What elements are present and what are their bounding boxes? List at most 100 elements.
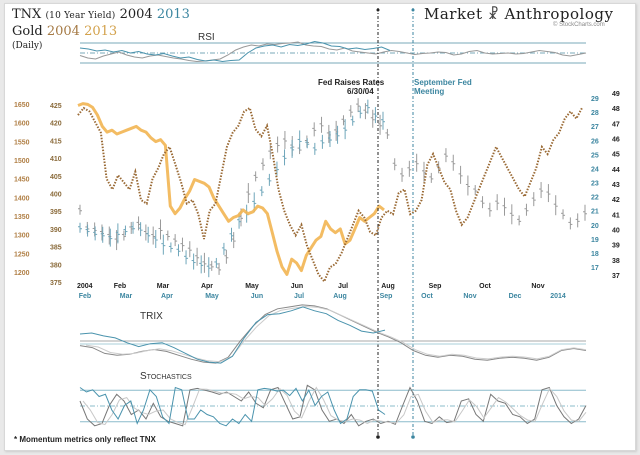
x-tick-2004: Jun [291,283,303,290]
x-tick-2004: May [245,283,259,290]
gold-2013-axis-tick: 1200 [14,270,30,277]
x-tick-2013: 2014 [550,293,566,300]
tnx-2013-axis-tick: 18 [591,251,599,258]
x-tick-2013: Nov [463,293,476,300]
tnx-2004-axis-tick: 46 [612,137,620,144]
fed-raises-label: Fed Raises Rates [318,78,385,87]
gold-2013-axis-tick: 1400 [14,195,30,202]
x-tick-2004: Sep [429,283,442,290]
x-tick-2004: 2004 [77,283,93,290]
x-tick-2004: Feb [114,283,126,290]
tnx-2004-axis-tick: 49 [612,91,620,98]
tnx-2013-axis-tick: 26 [591,138,599,145]
title-daily: (Daily) [12,41,43,51]
footnote: * Momentum metrics only reflect TNX [14,435,156,444]
gold-2004-axis-tick: 425 [50,103,62,110]
x-tick-2004: Mar [157,283,170,290]
gold-2004-axis-tick: 420 [50,121,62,128]
stochastics-label: Stochastics [140,371,192,382]
x-tick-2013: Oct [421,293,433,300]
title-tnx-2013: 2013 [156,7,190,22]
gold-2004-axis-tick: 415 [50,138,62,145]
sept-fed-marker-bottom [411,435,415,439]
gold-2013-axis-tick: 1300 [14,233,30,240]
dna-icon: ☧ [487,7,500,23]
tnx-2013-axis-tick: 20 [591,223,599,230]
trix-tnx-2004-signal [85,305,587,363]
gold-2004-axis-tick: 405 [50,174,62,181]
rsi-label: RSI [198,32,215,43]
brand-logo: Market ☧ Anthropology [424,5,613,23]
source-credit: © StockCharts.com [553,22,605,28]
tnx-2013-axis-tick: 23 [591,181,599,188]
gold-2013-line [77,102,385,276]
tnx-2013-axis-tick: 28 [591,110,599,117]
title-gold-2013: 2013 [84,24,118,39]
gold-2004-axis-tick: 400 [50,192,62,199]
x-tick-2013: Mar [120,293,133,300]
trix-tnx-2013-line [79,306,386,364]
tnx-2013-axis-tick: 19 [591,237,599,244]
gold-2013-axis-tick: 1450 [14,177,30,184]
fed-raises-marker-bottom [376,435,380,439]
gold-2004-axis-tick: 375 [50,280,62,287]
fed-raises-marker-top [376,8,380,12]
x-tick-2004: Aug [381,283,395,290]
x-tick-2004: Apr [201,283,213,290]
tnx-2013-axis-tick: 27 [591,124,599,131]
gold-2004-axis-tick: 380 [50,262,62,269]
tnx-2004-axis-tick: 39 [612,243,620,250]
title-tnx-2004: 2004 [119,7,153,22]
tnx-2004-axis-tick: 47 [612,121,620,128]
tnx-2013-axis-tick: 17 [591,265,599,272]
x-tick-2013: Dec [509,293,522,300]
x-tick-2013: Feb [79,293,91,300]
tnx-2013-axis-tick: 24 [591,166,599,173]
tnx-2004-axis-tick: 38 [612,258,620,265]
x-tick-2013: Sep [380,293,393,300]
x-tick-2004: Oct [479,283,491,290]
tnx-2013-axis-tick: 22 [591,195,599,202]
rsi-tnx-2004-line [79,41,587,63]
brand-right: Anthropology [504,5,614,23]
tnx-2013-axis-tick: 25 [591,152,599,159]
gold-2004-axis-tick: 390 [50,227,62,234]
title-gold-2004: 2004 [46,24,80,39]
x-tick-2013: May [205,293,219,300]
rsi-tnx-2013-line [79,40,391,63]
trix-tnx-2004-line [79,304,587,364]
gold-2013-axis-tick: 1550 [14,139,30,146]
tnx-2004-axis-tick: 45 [612,152,620,159]
x-tick-2013: Apr [161,293,173,300]
title-gold-prefix: Gold [12,24,43,39]
gold-2013-axis-tick: 1600 [14,121,30,128]
x-tick-2013: Jul [294,293,304,300]
sept-fed-label-2: Meeting [414,87,445,96]
tnx-2013-axis-tick: 29 [591,96,599,103]
title-tnx-prefix: TNX [12,7,42,22]
gold-2013-axis-tick: 1250 [14,251,30,258]
sept-fed-label: September Fed [414,78,472,87]
title-tnx: TNX (10 Year Yield) 2004 2013 [12,7,190,22]
sept-fed-marker-top [411,8,415,12]
gold-2004-axis-tick: 395 [50,209,62,216]
brand-left: Market [424,5,483,23]
tnx-2013-axis-tick: 21 [591,209,599,216]
tnx-2004-axis-tick: 37 [612,273,620,280]
tnx-2004-axis-tick: 42 [612,197,620,204]
trix-label: TRIX [140,311,163,322]
gold-2004-axis-tick: 385 [50,245,62,252]
x-tick-2004: Nov [531,283,544,290]
gold-2013-axis-tick: 1500 [14,158,30,165]
tnx-2004-axis-tick: 48 [612,106,620,113]
gold-2013-axis-tick: 1650 [14,102,30,109]
tnx-2004-axis-tick: 43 [612,182,620,189]
x-tick-2004: Jul [338,283,348,290]
x-tick-2013: Aug [333,293,347,300]
stochastics-tnx-2004-signal [82,386,587,426]
title-tnx-subtitle: (10 Year Yield) [45,11,116,21]
gold-2013-axis-tick: 1350 [14,214,30,221]
tnx-2004-axis-tick: 44 [612,167,620,174]
x-tick-2013: Jun [251,293,263,300]
tnx-2004-axis-tick: 40 [612,228,620,235]
